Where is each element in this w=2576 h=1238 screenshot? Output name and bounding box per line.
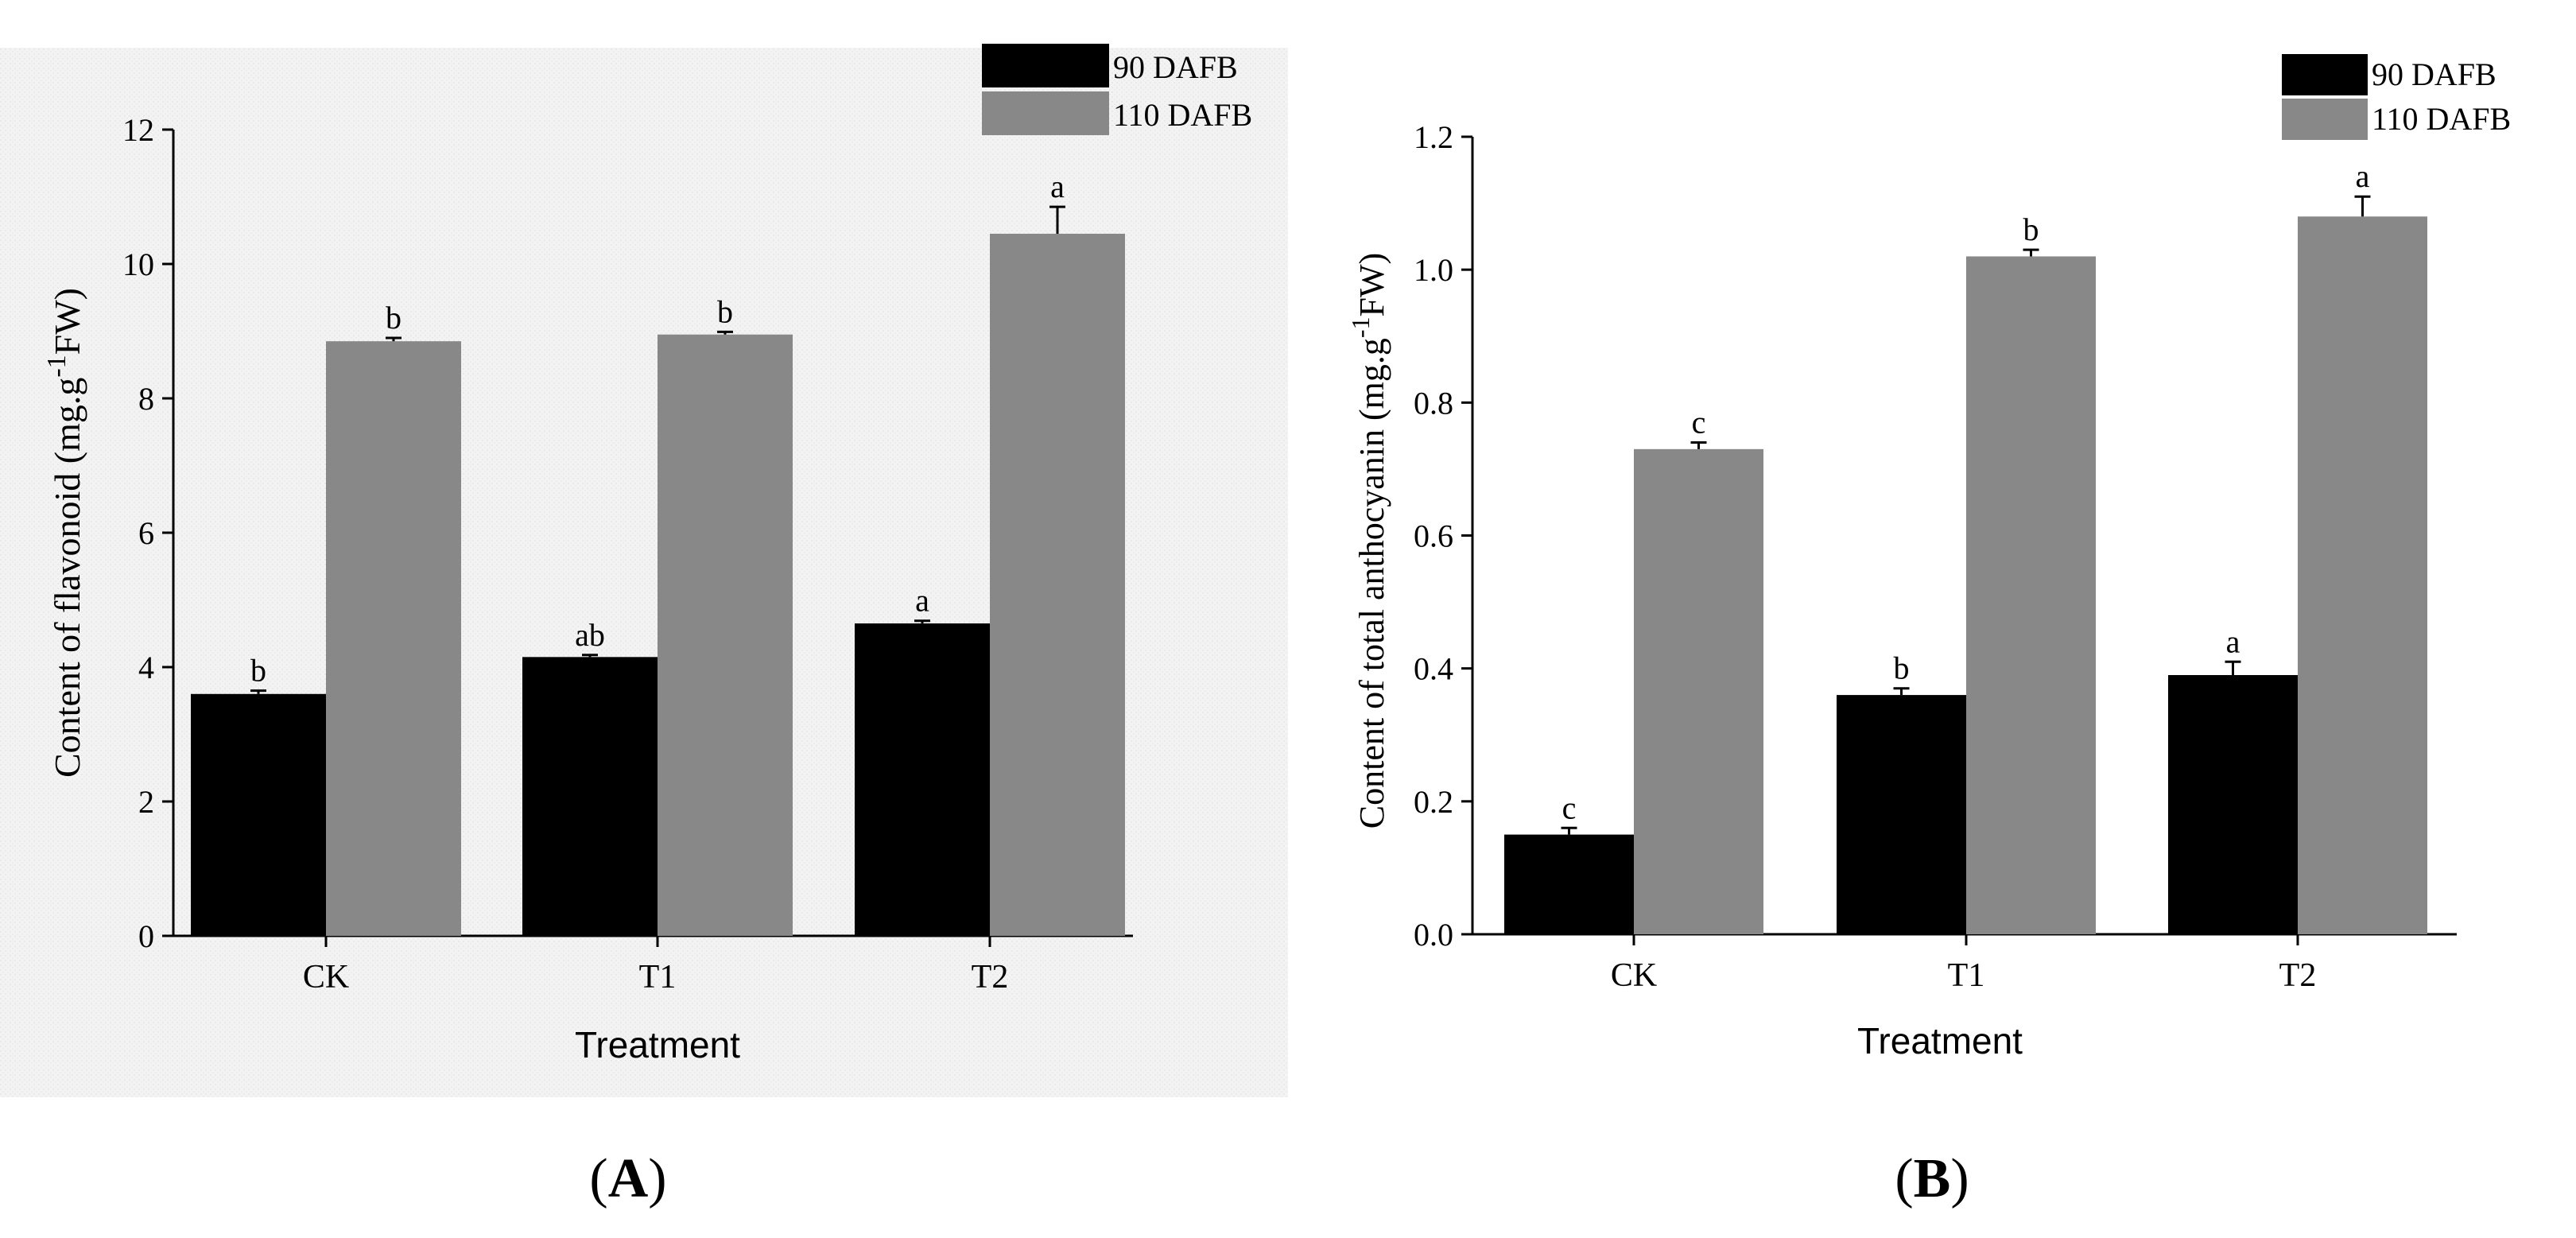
bar-ck-110-dafb	[1634, 448, 1763, 934]
panel-a-y-ticks: 0 2 4 6 8 10 12	[122, 112, 173, 954]
legend-label-90-dafb: 90 DAFB	[2372, 56, 2496, 92]
significance-letter-t1-90-dafb: b	[1894, 650, 1910, 686]
y-tick-label: 8	[138, 381, 154, 417]
bar-t2-110-dafb	[2298, 216, 2427, 934]
bar-ck-90-dafb	[191, 693, 326, 936]
significance-letter-t1-110-dafb: b	[2023, 212, 2039, 247]
significance-letter-t1-110-dafb: b	[717, 293, 733, 329]
significance-letter-t2-110-dafb: a	[2356, 158, 2370, 194]
y-tick-label: 0.8	[1414, 385, 1453, 421]
legend-swatch-110-dafb	[982, 91, 1109, 135]
bar-ck-110-dafb	[326, 341, 461, 936]
significance-letter-ck-90-dafb: b	[250, 653, 266, 689]
legend-label-90-dafb: 90 DAFB	[1113, 49, 1238, 85]
panel-b-caption: (B)	[1895, 1148, 1969, 1209]
significance-letter-ck-90-dafb: c	[1562, 790, 1577, 825]
panel-b-bars: c b a c b a	[1504, 158, 2427, 934]
x-tick-label-ck: CK	[303, 959, 349, 995]
y-tick-label: 0.0	[1414, 917, 1453, 953]
panel-b-y-ticks: 0.0 0.2 0.4 0.6 0.8 1.0 1.2	[1414, 119, 1472, 953]
legend-swatch-90-dafb	[982, 44, 1109, 87]
panel-a-y-axis-label: Content of flavonoid (mg.g-1FW)	[42, 288, 87, 778]
significance-letter-t2-90-dafb: a	[915, 583, 929, 619]
bar-t2-90-dafb	[2168, 675, 2298, 934]
y-tick-label: 0.4	[1414, 651, 1453, 687]
bar-t1-90-dafb	[1837, 695, 1966, 934]
bar-t1-90-dafb	[522, 657, 658, 936]
significance-letter-ck-110-dafb: c	[1692, 404, 1706, 440]
x-tick-label-t2: T2	[2279, 957, 2317, 994]
legend-label-110-dafb: 110 DAFB	[1113, 97, 1252, 133]
legend-swatch-110-dafb	[2282, 99, 2368, 140]
panel-a-x-ticks: CK T1 T2	[303, 936, 1009, 995]
chart-panel-b: 0.0 0.2 0.4 0.6 0.8 1.0 1.2 CK T1 T2 c b a c b a 90 D…	[1346, 54, 2511, 1209]
significance-letter-t2-90-dafb: a	[2226, 623, 2240, 659]
panel-a-caption: (A)	[589, 1148, 666, 1209]
bar-ck-90-dafb	[1504, 834, 1634, 934]
panel-b-x-axis-label: Treatment	[1857, 1020, 2023, 1061]
panel-b-y-axis-label: Content of total anthocyanin (mg.g-1FW)	[1346, 253, 1391, 829]
bar-t1-110-dafb	[658, 334, 793, 937]
y-tick-label: 0	[138, 918, 154, 954]
bar-t2-90-dafb	[855, 623, 990, 936]
y-tick-label: 12	[122, 112, 154, 148]
bar-t1-110-dafb	[1966, 256, 2096, 934]
legend-label-110-dafb: 110 DAFB	[2372, 101, 2511, 137]
panel-b-legend: 90 DAFB 110 DAFB	[2282, 54, 2511, 140]
y-tick-label: 0.6	[1414, 518, 1453, 554]
panel-b-x-ticks: CK T1 T2	[1611, 934, 2317, 994]
bar-t2-110-dafb	[990, 233, 1125, 937]
x-tick-label-ck: CK	[1611, 957, 1657, 994]
significance-letter-ck-110-dafb: b	[386, 300, 402, 336]
panel-a-legend: 90 DAFB 110 DAFB	[982, 44, 1252, 135]
legend-swatch-90-dafb	[2282, 54, 2368, 95]
y-tick-label: 10	[122, 246, 154, 282]
x-tick-label-t2: T2	[972, 959, 1009, 995]
y-tick-label: 6	[138, 515, 154, 551]
x-tick-label-t1: T1	[639, 959, 677, 995]
panel-a-x-axis-label: Treatment	[575, 1024, 740, 1065]
y-tick-label: 2	[138, 784, 154, 820]
y-tick-label: 1.0	[1414, 252, 1453, 288]
y-tick-label: 1.2	[1414, 119, 1453, 155]
y-tick-label: 0.2	[1414, 784, 1453, 820]
y-tick-label: 4	[138, 650, 154, 685]
significance-letter-t1-90-dafb: ab	[575, 617, 605, 653]
significance-letter-t2-110-dafb: a	[1050, 169, 1065, 204]
x-tick-label-t1: T1	[1948, 957, 1985, 994]
